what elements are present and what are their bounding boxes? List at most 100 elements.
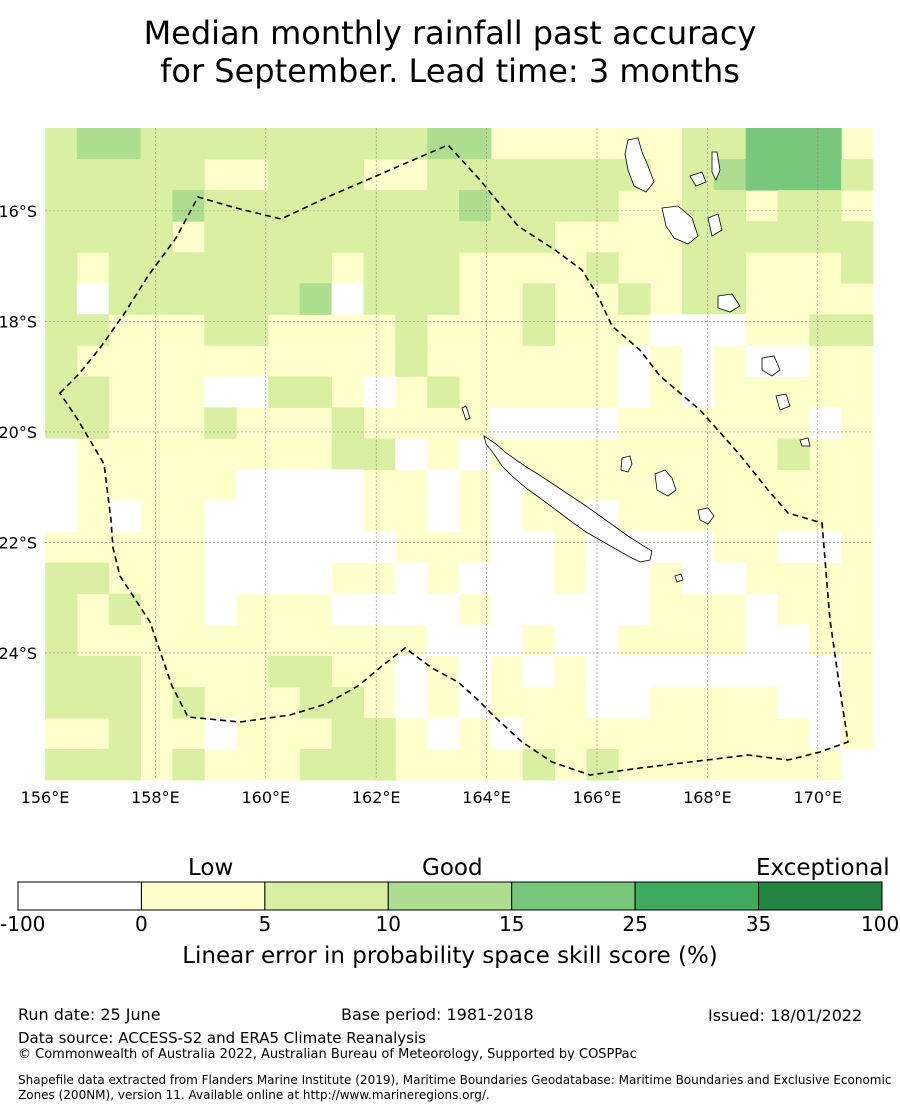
skill-cell <box>108 252 142 284</box>
skill-cell <box>490 221 524 253</box>
skill-cell <box>395 314 428 346</box>
skill-cell <box>427 252 460 284</box>
skill-cell <box>522 407 556 439</box>
data-source: Data source: ACCESS-S2 and ERA5 Climate … <box>18 1029 426 1047</box>
skill-cell <box>395 252 428 284</box>
skill-cell <box>459 128 492 160</box>
skill-cell <box>522 283 556 315</box>
skill-cell <box>618 655 651 688</box>
skill-cell <box>236 128 269 160</box>
skill-cell <box>522 562 556 595</box>
skill-cell <box>299 159 333 191</box>
skill-cell <box>363 221 396 253</box>
shapefile-credit-2: Zones (200NM), version 11. Available onl… <box>18 1088 490 1102</box>
skill-cell <box>76 159 110 191</box>
issued-date: Issued: 18/01/2022 <box>708 1006 863 1025</box>
skill-cell <box>395 655 428 688</box>
skill-cell <box>681 531 715 564</box>
skill-cell <box>427 624 460 657</box>
colorbar-segment <box>140 881 266 911</box>
skill-cell <box>586 562 619 595</box>
skill-cell <box>809 686 842 719</box>
skill-cell <box>427 190 460 222</box>
skill-cell <box>809 407 842 439</box>
lat-label: 24°S <box>0 644 37 663</box>
skill-cell <box>172 748 205 781</box>
skill-cell <box>618 345 651 377</box>
lon-label: 162°E <box>352 788 401 807</box>
skill-cell <box>45 748 78 781</box>
colorbar-tick-label: 5 <box>258 912 272 936</box>
skill-cell <box>108 655 142 688</box>
skill-cell <box>586 624 619 657</box>
skill-cell <box>809 190 842 222</box>
skill-cell <box>363 190 396 222</box>
skill-cell <box>299 655 333 688</box>
run-date: Run date: 25 June <box>18 1005 161 1024</box>
skill-cell <box>45 624 78 657</box>
skill-cell <box>204 717 237 750</box>
skill-cell <box>522 314 556 346</box>
colorbar-segment <box>17 881 142 911</box>
skill-cell <box>76 655 110 688</box>
skill-cell <box>267 128 301 160</box>
gridlines <box>45 128 873 780</box>
skill-cell <box>586 252 619 284</box>
skill-cell <box>681 655 715 688</box>
skill-cell <box>236 531 269 564</box>
colorbar-segments <box>17 881 883 911</box>
skill-cell <box>267 500 301 533</box>
skill-cell <box>777 686 810 719</box>
skill-cell <box>522 221 556 253</box>
skill-cell <box>395 686 428 719</box>
skill-cell <box>490 531 524 564</box>
skill-cell <box>554 624 587 657</box>
skill-cell <box>204 376 237 408</box>
skill-cell <box>713 562 747 595</box>
skill-cell <box>45 190 78 222</box>
skill-cell <box>45 283 78 315</box>
skill-cell <box>650 531 683 564</box>
skill-cell <box>395 345 428 377</box>
base-period: Base period: 1981-2018 <box>341 1005 534 1024</box>
skill-cell <box>522 593 556 626</box>
skill-cell <box>331 221 364 253</box>
skill-cell <box>395 221 428 253</box>
skill-cell <box>331 531 364 564</box>
colorbar-segment <box>264 881 389 911</box>
skill-cell <box>841 314 874 346</box>
skill-cell <box>395 190 428 222</box>
skill-map: 16°S 18°S 20°S 22°S 24°S 156°E 158°E 160°E 162°… <box>0 128 874 807</box>
skill-cell <box>777 345 810 377</box>
lon-label: 156°E <box>21 788 70 807</box>
skill-cell <box>331 283 364 315</box>
skill-cell <box>427 221 460 253</box>
skill-cell <box>236 314 269 346</box>
vanuatu-maewo <box>711 151 721 181</box>
colorbar-segment <box>634 881 760 911</box>
skill-cell <box>363 593 396 626</box>
skill-cell <box>299 469 333 502</box>
coastlines <box>461 137 811 583</box>
skill-cell <box>172 252 205 284</box>
skill-cell <box>331 748 364 781</box>
skill-cell <box>681 562 715 595</box>
skill-cell <box>76 314 110 346</box>
eez-boundary <box>58 144 849 776</box>
skill-cell <box>76 562 110 595</box>
skill-cell <box>204 531 237 564</box>
skill-cell <box>204 221 237 253</box>
skill-cell <box>236 221 269 253</box>
skill-cell <box>45 221 78 253</box>
longitude-labels: 156°E 158°E 160°E 162°E 164°E 166°E 168°E 170°E <box>21 788 842 807</box>
skill-cell <box>395 283 428 315</box>
vanuatu-tanna <box>775 393 791 411</box>
skill-cell <box>809 314 842 346</box>
skill-cell <box>236 190 269 222</box>
skill-cell <box>554 407 587 439</box>
skill-cell <box>681 345 715 377</box>
lon-label: 160°E <box>241 788 290 807</box>
skill-cell <box>777 159 810 191</box>
lon-label: 170°E <box>793 788 842 807</box>
skill-cell <box>45 562 78 595</box>
